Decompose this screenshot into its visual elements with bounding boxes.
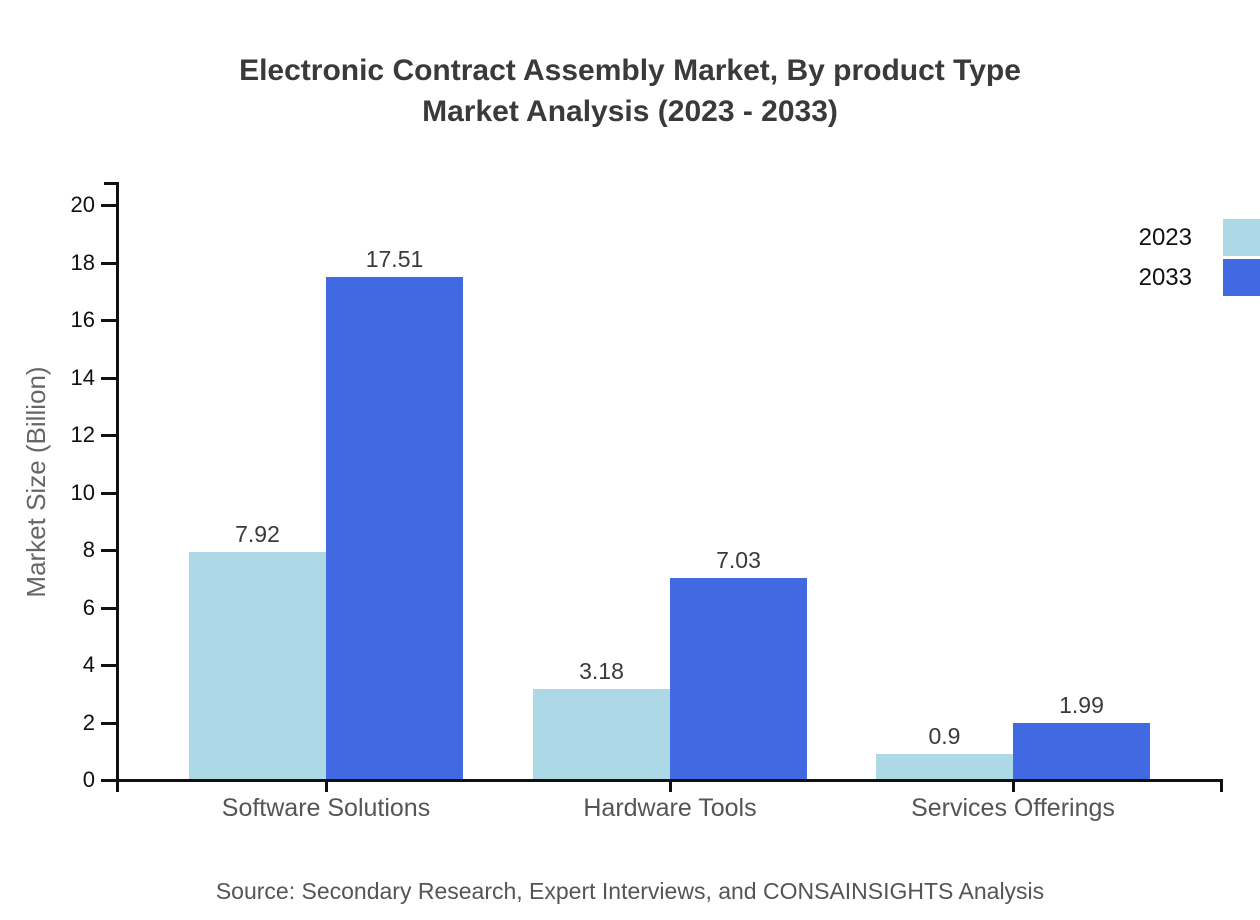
y-tick <box>101 261 116 265</box>
source-attribution: Source: Secondary Research, Expert Inter… <box>215 878 1045 904</box>
bar-2033-services-offerings <box>1013 722 1150 780</box>
bar-2023-software-solutions <box>189 552 326 780</box>
y-tick <box>101 491 116 495</box>
value-label-2023-services-offerings: 0.9 <box>928 723 961 750</box>
category-label-hardware-tools: Hardware Tools <box>583 794 757 822</box>
legend-label-2033: 2033 <box>1138 264 1192 291</box>
y-tick-label: 20 <box>70 192 95 217</box>
y-tick-label: 12 <box>70 422 95 447</box>
y-tick <box>101 376 116 380</box>
y-tick <box>101 319 116 322</box>
x-tick <box>325 779 328 792</box>
y-tick-label: 18 <box>70 249 95 275</box>
value-label-2023-hardware-tools: 3.18 <box>579 657 624 684</box>
y-tick-label: 0 <box>82 767 95 792</box>
y-tick <box>101 721 116 725</box>
value-label-2033-hardware-tools: 7.03 <box>716 546 761 573</box>
bar-2033-software-solutions <box>326 276 463 780</box>
legend-swatch-2023 <box>1223 219 1260 256</box>
category-label-services-offerings: Services Offerings <box>911 794 1115 822</box>
bar-2023-hardware-tools <box>533 688 670 780</box>
y-tick-label: 14 <box>70 364 95 390</box>
chart-title: Electronic Contract Assembly Market, By … <box>0 50 1260 132</box>
y-tick-label: 4 <box>82 652 95 677</box>
y-axis-top-cap <box>104 182 119 185</box>
legend-label-2023: 2023 <box>1138 224 1192 251</box>
chart-title-line2: Market Analysis (2023 - 2033) <box>422 95 838 128</box>
y-tick-label: 16 <box>70 307 95 332</box>
category-label-software-solutions: Software Solutions <box>221 794 431 822</box>
y-tick-label: 6 <box>82 594 95 620</box>
value-label-2033-services-offerings: 1.99 <box>1059 691 1104 718</box>
legend-swatch-2033 <box>1223 259 1260 296</box>
x-tick <box>669 779 672 792</box>
y-tick <box>101 779 116 782</box>
y-tick-label: 10 <box>70 479 95 505</box>
y-tick-label: 2 <box>82 709 95 735</box>
value-label-2023-software-solutions: 7.92 <box>235 521 280 548</box>
y-tick <box>101 549 116 552</box>
bar-2023-services-offerings <box>876 754 1013 780</box>
chart-title-line1: Electronic Contract Assembly Market, By … <box>239 54 1021 87</box>
y-tick <box>101 606 116 610</box>
y-tick <box>101 664 116 667</box>
y-tick-label: 8 <box>82 537 95 562</box>
y-tick <box>101 434 116 437</box>
value-label-2033-software-solutions: 17.51 <box>365 245 424 272</box>
x-axis-right-cap <box>1220 779 1223 792</box>
bar-2033-hardware-tools <box>670 577 807 780</box>
y-tick <box>101 204 116 207</box>
x-tick <box>1012 779 1015 792</box>
y-axis-spine <box>116 182 119 792</box>
